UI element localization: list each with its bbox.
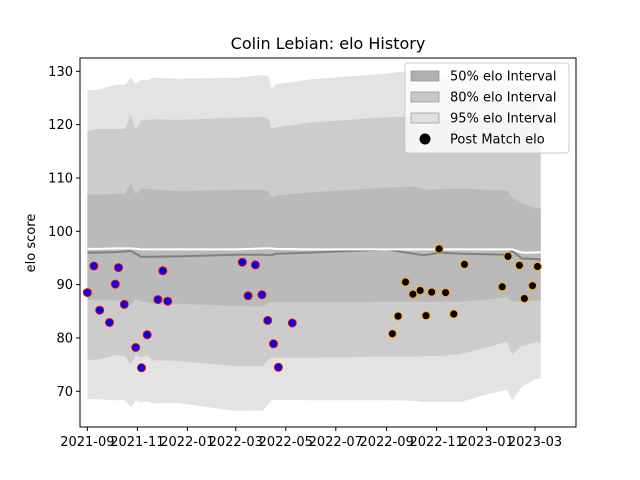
legend-swatch xyxy=(410,70,440,82)
data-point xyxy=(401,277,410,287)
data-point xyxy=(119,299,129,309)
legend-box xyxy=(404,62,570,154)
data-point xyxy=(153,295,163,305)
data-point xyxy=(387,329,397,339)
axes: 7080901001101201302021-092021-112022-012… xyxy=(48,57,577,450)
data-point xyxy=(89,261,99,271)
data-point xyxy=(95,305,105,315)
data-point xyxy=(158,266,168,276)
x-tick-label: 2022-05 xyxy=(259,435,313,450)
data-point xyxy=(105,318,114,327)
y-tick-label: 110 xyxy=(48,171,73,186)
data-point xyxy=(503,251,513,261)
legend-swatch xyxy=(410,91,440,103)
data-point xyxy=(273,362,283,372)
legend-label: 80% elo Interval xyxy=(450,91,557,106)
x-tick-label: 2022-11 xyxy=(409,435,463,450)
data-point xyxy=(263,315,273,325)
data-point xyxy=(250,260,260,270)
data-point xyxy=(460,259,469,269)
data-point xyxy=(449,309,459,319)
data-point xyxy=(408,289,418,299)
interval-band-2 xyxy=(87,183,541,307)
data-point xyxy=(434,244,444,254)
x-tick-label: 2022-07 xyxy=(309,435,363,450)
x-tick-label: 2022-01 xyxy=(160,435,214,450)
data-point xyxy=(243,291,253,301)
y-tick-label: 70 xyxy=(56,385,73,400)
data-point xyxy=(441,288,451,298)
data-point xyxy=(415,286,425,295)
x-tick-label: 2021-09 xyxy=(60,435,114,450)
y-tick-label: 120 xyxy=(48,118,73,133)
x-tick-label: 2021-11 xyxy=(110,435,164,450)
data-point xyxy=(427,287,437,297)
data-point xyxy=(514,260,524,270)
data-point xyxy=(82,288,92,298)
y-axis-label: elo score xyxy=(24,214,39,273)
data-point xyxy=(519,294,529,303)
y-tick-label: 100 xyxy=(48,225,73,240)
data-point xyxy=(114,263,123,273)
x-tick-label: 2022-03 xyxy=(209,435,263,450)
legend-label: Post Match elo xyxy=(450,133,545,148)
data-point xyxy=(137,363,146,373)
data-point xyxy=(393,311,403,321)
data-point xyxy=(497,282,507,292)
legend-label: 95% elo Interval xyxy=(450,112,557,127)
x-tick-label: 2023-01 xyxy=(459,435,513,450)
y-tick-label: 130 xyxy=(48,65,73,80)
plot-frame xyxy=(79,57,577,428)
x-tick-label: 2023-03 xyxy=(508,435,562,450)
data-point xyxy=(163,296,173,306)
legend-swatch xyxy=(410,112,440,124)
plot-area xyxy=(82,70,542,412)
data-point xyxy=(421,311,431,321)
data-point xyxy=(269,339,278,349)
data-point xyxy=(528,281,537,291)
y-tick-label: 80 xyxy=(56,331,73,346)
data-point xyxy=(131,343,141,352)
legend-marker xyxy=(419,133,431,145)
white-reference-line xyxy=(87,247,541,254)
legend: 50% elo Interval 80% elo Interval 95% elo … xyxy=(404,62,570,154)
data-point xyxy=(287,318,297,328)
data-point xyxy=(257,290,267,300)
y-tick-label: 90 xyxy=(56,278,73,293)
chart-title: Colin Lebian: elo History xyxy=(231,34,426,53)
legend-label: 50% elo Interval xyxy=(450,70,557,85)
data-point xyxy=(142,330,152,340)
data-point xyxy=(237,257,247,267)
data-point xyxy=(110,279,120,289)
x-tick-label: 2022-09 xyxy=(359,435,413,450)
data-point xyxy=(533,262,542,271)
mean-elo-line xyxy=(87,248,541,261)
